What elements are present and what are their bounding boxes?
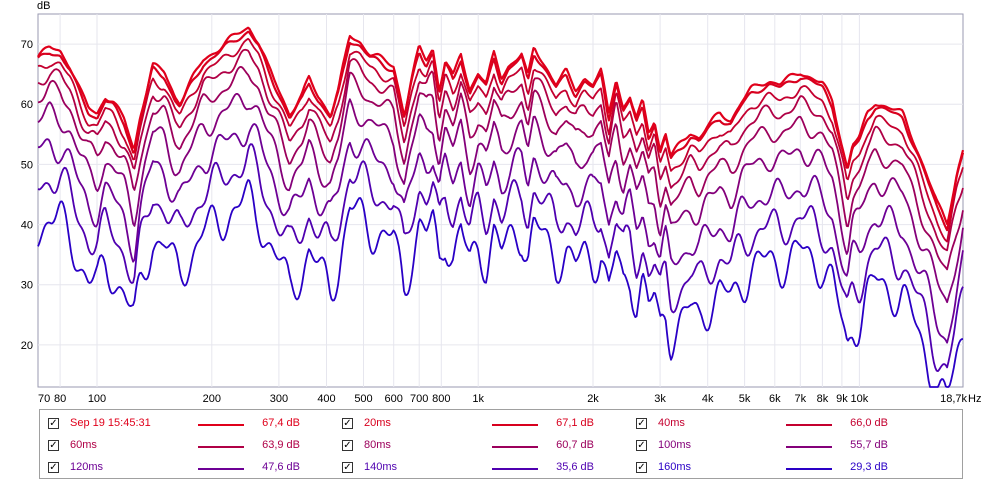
legend-checkbox[interactable]: ✓: [342, 462, 353, 473]
x-tick-label: 2k: [587, 393, 599, 405]
legend-item[interactable]: ✓ 20ms 67,1 dB: [342, 415, 622, 435]
legend-color-swatch: [492, 424, 538, 426]
legend-series-name: 60ms: [70, 439, 97, 451]
y-tick-label: 50: [21, 159, 33, 171]
series-line: [37, 30, 965, 232]
legend-series-value: 47,6 dB: [262, 461, 300, 473]
legend-series-name: 40ms: [658, 417, 685, 429]
y-tick-label: 30: [21, 280, 33, 292]
y-tick-labels: 20 30 40 50 60 70: [21, 39, 33, 352]
x-tick-labels: 70 80 100 200 300 400 500 600 700 800 1k 2k 3k 4k 5k 6k…: [38, 393, 967, 405]
legend-series-name: 160ms: [658, 461, 692, 473]
x-tick-label: 1k: [472, 393, 484, 405]
series-line: [37, 48, 964, 252]
legend-series-value: 67,1 dB: [556, 417, 594, 429]
x-tick-label: 10k: [851, 393, 869, 405]
legend-color-swatch: [786, 424, 832, 426]
legend-checkbox[interactable]: ✓: [48, 462, 59, 473]
series-line: [37, 93, 964, 304]
legend-item[interactable]: ✓ 40ms 66,0 dB: [636, 415, 916, 435]
legend-series-name: 120ms: [70, 461, 104, 473]
legend-checkbox[interactable]: ✓: [636, 462, 647, 473]
y-tick-label: 70: [21, 39, 33, 51]
legend-color-swatch: [198, 468, 244, 470]
legend-series-value: 55,7 dB: [850, 439, 888, 451]
legend-item[interactable]: ✓ 80ms 60,7 dB: [342, 437, 622, 457]
x-tick-label: 6k: [769, 393, 781, 405]
y-tick-label: 40: [21, 220, 33, 232]
legend-series-name: 20ms: [364, 417, 391, 429]
legend-series-value: 29,3 dB: [850, 461, 888, 473]
x-tick-label: 18,7k: [940, 393, 967, 405]
legend-item[interactable]: ✓ 100ms 55,7 dB: [636, 437, 916, 457]
x-tick-label: 70: [38, 393, 50, 405]
x-tick-label: 7k: [794, 393, 806, 405]
legend-item[interactable]: ✓ 120ms 47,6 dB: [48, 459, 328, 479]
legend-series-value: 66,0 dB: [850, 417, 888, 429]
legend-series-value: 63,9 dB: [262, 439, 300, 451]
legend-color-swatch: [492, 446, 538, 448]
y-tick-label: 20: [21, 340, 33, 352]
legend-checkbox[interactable]: ✓: [48, 418, 59, 429]
legend-checkbox[interactable]: ✓: [342, 440, 353, 451]
legend-item[interactable]: ✓ Sep 19 15:45:31 67,4 dB: [48, 415, 328, 435]
x-tick-label: 4k: [702, 393, 714, 405]
series-line: [38, 123, 964, 344]
series-line: [37, 143, 964, 372]
x-tick-label: 3k: [654, 393, 666, 405]
x-tick-label: 400: [317, 393, 335, 405]
legend-checkbox[interactable]: ✓: [636, 418, 647, 429]
x-axis-unit: Hz: [968, 393, 981, 405]
x-tick-label: 100: [88, 393, 106, 405]
y-axis-label: dB: [37, 0, 50, 12]
y-tick-label: 60: [21, 99, 33, 111]
legend: ✓ Sep 19 15:45:31 67,4 dB ✓ 20ms 67,1 dB ✓ 40ms…: [39, 409, 963, 479]
legend-series-name: Sep 19 15:45:31: [70, 417, 151, 429]
legend-checkbox[interactable]: ✓: [342, 418, 353, 429]
x-tick-label: 5k: [739, 393, 751, 405]
chart-plot: 20 30 40 50 60 70 70 80 100 200 300 400 500 600 700 80…: [21, 0, 982, 405]
legend-series-name: 80ms: [364, 439, 391, 451]
legend-color-swatch: [198, 424, 244, 426]
legend-color-swatch: [492, 468, 538, 470]
legend-series-name: 100ms: [658, 439, 692, 451]
x-tick-label: 300: [270, 393, 288, 405]
legend-item[interactable]: ✓ 160ms 29,3 dB: [636, 459, 916, 479]
legend-checkbox[interactable]: ✓: [636, 440, 647, 451]
series-line: [37, 179, 964, 388]
x-tick-label: 80: [54, 393, 66, 405]
legend-series-value: 60,7 dB: [556, 439, 594, 451]
x-tick-label: 500: [354, 393, 372, 405]
x-tick-label: 700: [410, 393, 428, 405]
legend-series-value: 35,6 dB: [556, 461, 594, 473]
series-line: [37, 66, 964, 271]
legend-color-swatch: [786, 446, 832, 448]
x-tick-label: 9k: [836, 393, 848, 405]
legend-checkbox[interactable]: ✓: [48, 440, 59, 451]
plot-area[interactable]: [37, 13, 964, 388]
legend-color-swatch: [198, 446, 244, 448]
legend-series-value: 67,4 dB: [262, 417, 300, 429]
series-layer: [37, 26, 965, 388]
series-line: [37, 26, 965, 226]
x-tick-label: 200: [203, 393, 221, 405]
legend-color-swatch: [786, 468, 832, 470]
legend-item[interactable]: ✓ 140ms 35,6 dB: [342, 459, 622, 479]
x-tick-label: 600: [385, 393, 403, 405]
legend-item[interactable]: ✓ 60ms 63,9 dB: [48, 437, 328, 457]
x-tick-label: 8k: [817, 393, 829, 405]
legend-series-name: 140ms: [364, 461, 398, 473]
series-line: [37, 37, 964, 243]
x-tick-label: 800: [432, 393, 450, 405]
